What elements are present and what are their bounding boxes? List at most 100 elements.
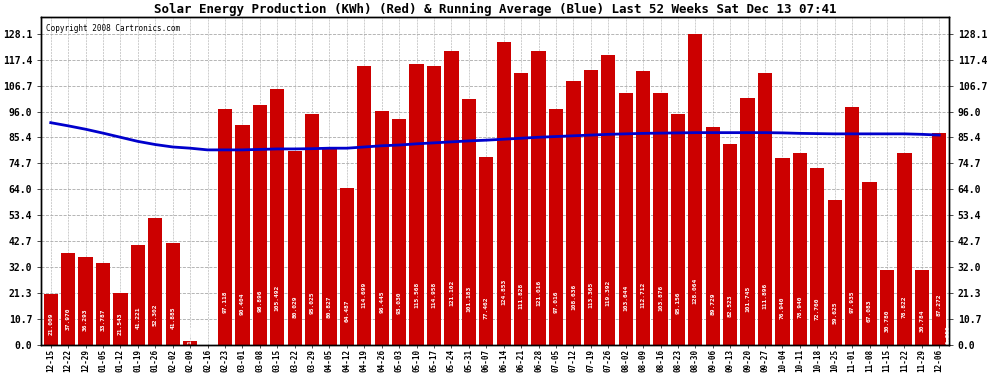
Bar — [270, 89, 284, 345]
Text: 78.940: 78.940 — [797, 296, 802, 318]
Text: 113.365: 113.365 — [588, 282, 593, 308]
Bar — [96, 263, 110, 345]
Title: Solar Energy Production (KWh) (Red) & Running Average (Blue) Last 52 Weeks Sat D: Solar Energy Production (KWh) (Red) & Ru… — [153, 3, 837, 16]
Bar — [828, 200, 842, 345]
Bar — [78, 257, 93, 345]
Bar — [252, 105, 267, 345]
Bar — [706, 127, 720, 345]
Bar — [653, 93, 667, 345]
Text: 101.183: 101.183 — [466, 285, 471, 312]
Text: 52.302: 52.302 — [152, 303, 157, 326]
Text: 101.745: 101.745 — [745, 285, 750, 312]
Bar — [340, 188, 354, 345]
Bar — [131, 245, 145, 345]
Bar — [793, 153, 807, 345]
Bar — [880, 270, 894, 345]
Bar — [741, 98, 754, 345]
Bar — [461, 99, 476, 345]
Text: 95.156: 95.156 — [675, 291, 680, 314]
Text: 77.462: 77.462 — [484, 296, 489, 319]
Bar — [427, 66, 442, 345]
Bar — [323, 148, 337, 345]
Bar — [933, 133, 946, 345]
Bar — [897, 153, 912, 345]
Bar — [532, 51, 545, 345]
Text: 119.392: 119.392 — [606, 280, 611, 306]
Bar — [775, 158, 790, 345]
Text: 72.760: 72.760 — [815, 298, 820, 320]
Text: 67.083: 67.083 — [867, 299, 872, 322]
Text: 124.853: 124.853 — [501, 279, 506, 305]
Bar — [287, 150, 302, 345]
Bar — [218, 109, 232, 345]
Text: 59.625: 59.625 — [833, 302, 838, 324]
Bar — [636, 71, 650, 345]
Bar — [723, 144, 738, 345]
Bar — [548, 109, 563, 345]
Bar — [445, 51, 458, 345]
Text: 105.492: 105.492 — [275, 284, 280, 310]
Text: 21.543: 21.543 — [118, 312, 123, 335]
Text: 87.272: 87.272 — [937, 293, 941, 316]
Text: 78.822: 78.822 — [902, 296, 907, 318]
Bar — [183, 342, 197, 345]
Bar — [148, 218, 162, 345]
Bar — [619, 93, 633, 345]
Text: 1.413: 1.413 — [188, 325, 193, 344]
Bar — [374, 111, 389, 345]
Text: 95.025: 95.025 — [310, 291, 315, 314]
Bar — [566, 81, 580, 345]
Bar — [688, 34, 703, 345]
Text: 128.064: 128.064 — [693, 278, 698, 304]
Text: 112.712: 112.712 — [641, 282, 645, 308]
Bar — [392, 119, 406, 345]
Bar — [810, 168, 825, 345]
Bar — [915, 270, 929, 345]
Text: 97.935: 97.935 — [849, 290, 854, 313]
Bar — [479, 157, 493, 345]
Bar — [497, 42, 511, 345]
Bar — [514, 73, 529, 345]
Text: 90.404: 90.404 — [240, 292, 245, 315]
Text: 111.896: 111.896 — [762, 282, 767, 309]
Bar — [410, 64, 424, 345]
Text: 97.016: 97.016 — [553, 291, 558, 313]
Text: 98.896: 98.896 — [257, 290, 262, 312]
Text: 76.940: 76.940 — [780, 296, 785, 319]
Text: 114.958: 114.958 — [432, 282, 437, 308]
Text: 121.102: 121.102 — [448, 280, 454, 306]
Text: 97.118: 97.118 — [223, 291, 228, 313]
Bar — [357, 66, 371, 345]
Text: 96.445: 96.445 — [379, 291, 384, 313]
Text: 121.016: 121.016 — [536, 280, 542, 306]
Bar — [862, 182, 877, 345]
Bar — [845, 107, 859, 345]
Text: 80.029: 80.029 — [292, 296, 297, 318]
Bar — [671, 114, 685, 345]
Text: 30.780: 30.780 — [884, 310, 889, 332]
Text: 82.523: 82.523 — [728, 295, 733, 317]
Text: Copyright 2008 Cartronics.com: Copyright 2008 Cartronics.com — [46, 24, 180, 33]
Text: 33.787: 33.787 — [101, 309, 106, 332]
Text: 64.487: 64.487 — [345, 300, 349, 322]
Text: 114.699: 114.699 — [361, 282, 367, 308]
Text: 21.009: 21.009 — [49, 313, 53, 335]
Bar — [165, 243, 180, 345]
Text: 89.729: 89.729 — [710, 292, 715, 315]
Bar — [758, 73, 772, 345]
Bar — [584, 70, 598, 345]
Text: 108.636: 108.636 — [571, 284, 576, 310]
Text: 115.568: 115.568 — [414, 281, 419, 308]
Text: 41.885: 41.885 — [170, 307, 175, 329]
Bar — [236, 125, 249, 345]
Bar — [305, 114, 319, 345]
Bar — [61, 253, 75, 345]
Text: 41.221: 41.221 — [136, 307, 141, 329]
Text: 93.030: 93.030 — [397, 292, 402, 314]
Text: 30.784: 30.784 — [920, 310, 925, 332]
Text: 37.970: 37.970 — [65, 308, 70, 330]
Bar — [44, 294, 57, 345]
Text: 80.827: 80.827 — [327, 295, 332, 318]
Text: 111.828: 111.828 — [519, 282, 524, 309]
Text: 103.876: 103.876 — [658, 285, 663, 311]
